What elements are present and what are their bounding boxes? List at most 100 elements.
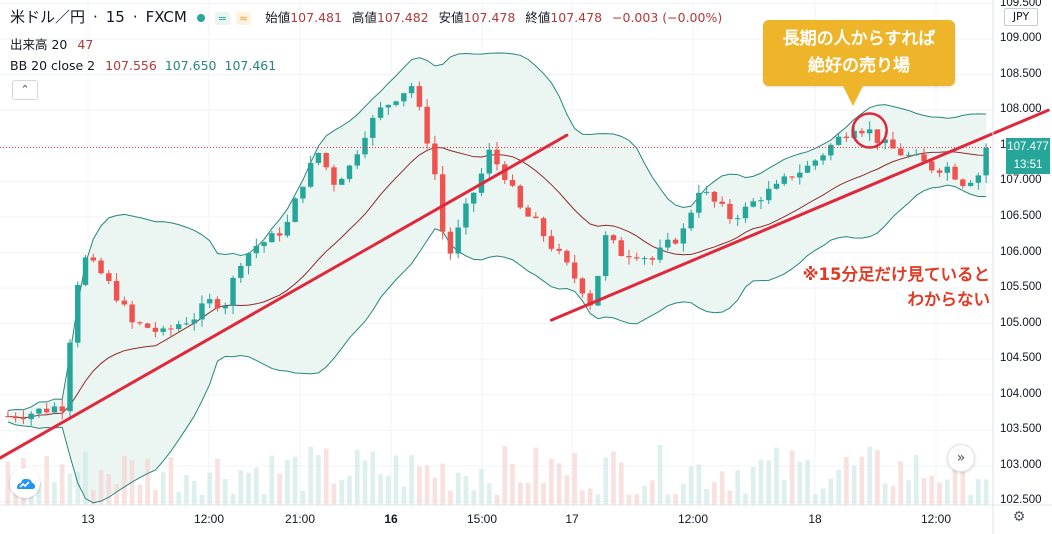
price-tick-label: 107.000 <box>1000 174 1042 187</box>
collapse-legend-button[interactable]: ⌃ <box>12 80 38 100</box>
volume-bar <box>106 474 112 505</box>
volume-bar <box>960 447 966 505</box>
candle-body <box>346 165 353 179</box>
exchange-label: FXCM <box>145 8 187 26</box>
volume-bar <box>595 494 601 505</box>
bb-legend[interactable]: BB 20 close 2 107.556 107.650 107.461 <box>10 58 276 73</box>
volume-bar <box>704 489 709 505</box>
volume-bar <box>657 445 663 505</box>
volume-bar <box>137 484 143 505</box>
candle-body <box>323 152 329 168</box>
volume-bar <box>603 457 609 505</box>
settings-gear-icon[interactable]: ⚙ <box>1008 506 1030 528</box>
price-tick-label: 109.500 <box>1000 0 1042 9</box>
candle-body <box>587 293 593 306</box>
volume-label: 出来高 20 <box>10 37 68 52</box>
price-tick-label: 105.500 <box>1000 281 1042 294</box>
annotation-note: ※15分足だけ見ていると わからない <box>740 262 990 312</box>
candle-body <box>447 231 454 254</box>
low-value: 107.478 <box>463 10 516 25</box>
volume-bar <box>199 494 205 505</box>
wave-icon[interactable]: ≈ <box>236 12 252 25</box>
candle-body <box>393 101 399 105</box>
open-value: 107.481 <box>290 10 342 25</box>
symbol-name[interactable]: 米ドル／円 <box>10 8 86 26</box>
candle-body <box>160 328 166 332</box>
candle-body <box>424 106 430 144</box>
currency-label[interactable]: JPY <box>1004 8 1038 26</box>
candle-body <box>168 328 174 330</box>
volume-bar <box>339 479 345 505</box>
volume-bar <box>525 482 531 505</box>
volume-bar <box>580 490 585 505</box>
candle-body <box>43 408 50 413</box>
volume-bar <box>719 471 725 505</box>
candle-body <box>897 148 904 156</box>
candle-body <box>602 235 609 277</box>
candle-body <box>688 212 694 229</box>
volume-bar <box>533 447 539 505</box>
candle-body <box>315 152 322 163</box>
time-tick-label: 15:00 <box>466 512 498 526</box>
candle-body <box>556 248 562 251</box>
candle-body <box>781 176 787 184</box>
candle-body <box>455 227 461 254</box>
scroll-to-realtime-button[interactable]: » <box>947 444 975 472</box>
candle-body <box>866 129 873 134</box>
volume-bar <box>362 460 368 505</box>
volume-bar <box>743 493 748 505</box>
candle-body <box>564 250 570 263</box>
candle-body <box>641 258 648 260</box>
candle-body <box>649 258 655 260</box>
close-label: 終値 <box>525 10 551 25</box>
volume-bar <box>913 455 919 505</box>
candle-body <box>432 143 438 175</box>
candle-body <box>354 154 360 166</box>
candle-body <box>750 201 756 207</box>
candle-body <box>183 323 190 325</box>
volume-bar <box>797 461 803 505</box>
time-tick-label: 12:00 <box>920 512 952 526</box>
volume-bar <box>750 466 756 505</box>
volume-bar <box>417 466 422 505</box>
candle-body <box>571 262 578 279</box>
candle-body <box>618 240 624 257</box>
candle-body <box>967 182 974 186</box>
candle-body <box>983 147 989 176</box>
interval-label[interactable]: 15 <box>105 8 125 26</box>
volume-bar <box>191 480 197 505</box>
note-line-2: わからない <box>907 290 991 309</box>
volume-bar <box>572 452 577 505</box>
bb-basis-value: 107.556 <box>105 58 157 73</box>
trendline-1[interactable] <box>0 133 569 462</box>
equal-icon[interactable]: = <box>214 12 231 25</box>
candle-body <box>797 172 803 178</box>
tradingview-logo[interactable] <box>10 468 40 498</box>
volume-bar <box>486 483 492 505</box>
candle-body <box>331 167 337 185</box>
volume-legend[interactable]: 出来高 20 47 <box>10 34 93 53</box>
candle-body <box>804 165 811 173</box>
volume-bar <box>59 464 65 505</box>
volume-bar <box>968 494 973 505</box>
bb-upper-value: 107.650 <box>164 58 217 73</box>
candle-body <box>680 228 687 244</box>
volume-bar <box>122 455 127 505</box>
volume-bar <box>67 473 73 505</box>
time-tick-label: 17 <box>565 512 579 526</box>
volume-bar <box>207 472 213 505</box>
candle-body <box>339 178 345 185</box>
trendline-2[interactable] <box>549 108 1050 322</box>
volume-bar <box>727 490 733 505</box>
volume-bar <box>238 470 244 505</box>
volume-bar <box>222 479 228 505</box>
highlight-circle <box>851 112 888 149</box>
volume-bar <box>774 447 779 505</box>
candle-body <box>67 342 73 412</box>
volume-bar <box>463 475 469 505</box>
candle-body <box>199 303 205 320</box>
volume-bar <box>75 471 81 505</box>
candle-body <box>944 166 951 173</box>
candle-body <box>486 149 492 174</box>
